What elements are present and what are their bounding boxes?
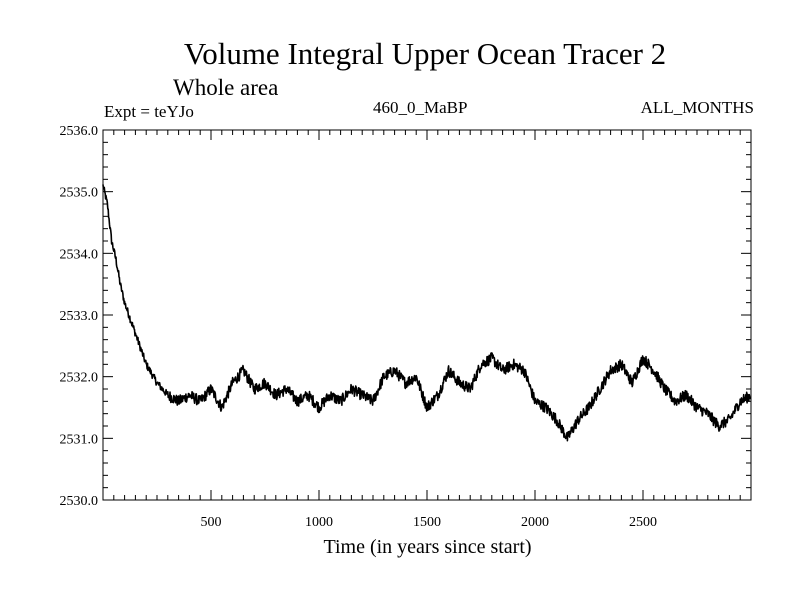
x-tick-label: 1000 [305,515,333,530]
y-tick-label: 2535.0 [60,186,99,201]
chart-subtitle: Whole area [173,75,279,100]
y-tick-label: 2536.0 [60,124,99,139]
x-tick-label: 1500 [413,515,441,530]
y-tick-label: 2530.0 [60,494,99,509]
y-tick-label: 2532.0 [60,371,99,386]
y-tick-label: 2534.0 [60,247,99,262]
x-tick-label: 500 [201,515,222,530]
x-tick-label: 2500 [629,515,657,530]
x-axis-label: Time (in years since start) [323,536,532,558]
plot-frame [102,129,752,501]
months-label: ALL_MONTHS [640,98,754,117]
axis-ticks [103,129,751,501]
y-tick-label: 2533.0 [60,309,99,324]
period-label: 460_0_MaBP [373,98,468,117]
series-line [102,184,752,442]
y-tick-label: 2531.0 [60,432,99,447]
tick-labels: 500 1000 1500 2000 2500 2530.0 2531.0 2532.0 253… [60,124,658,530]
chart-title: Volume Integral Upper Ocean Tracer 2 [183,36,667,71]
experiment-label: Expt = teYJo [104,102,194,121]
x-tick-label: 2000 [521,515,549,530]
